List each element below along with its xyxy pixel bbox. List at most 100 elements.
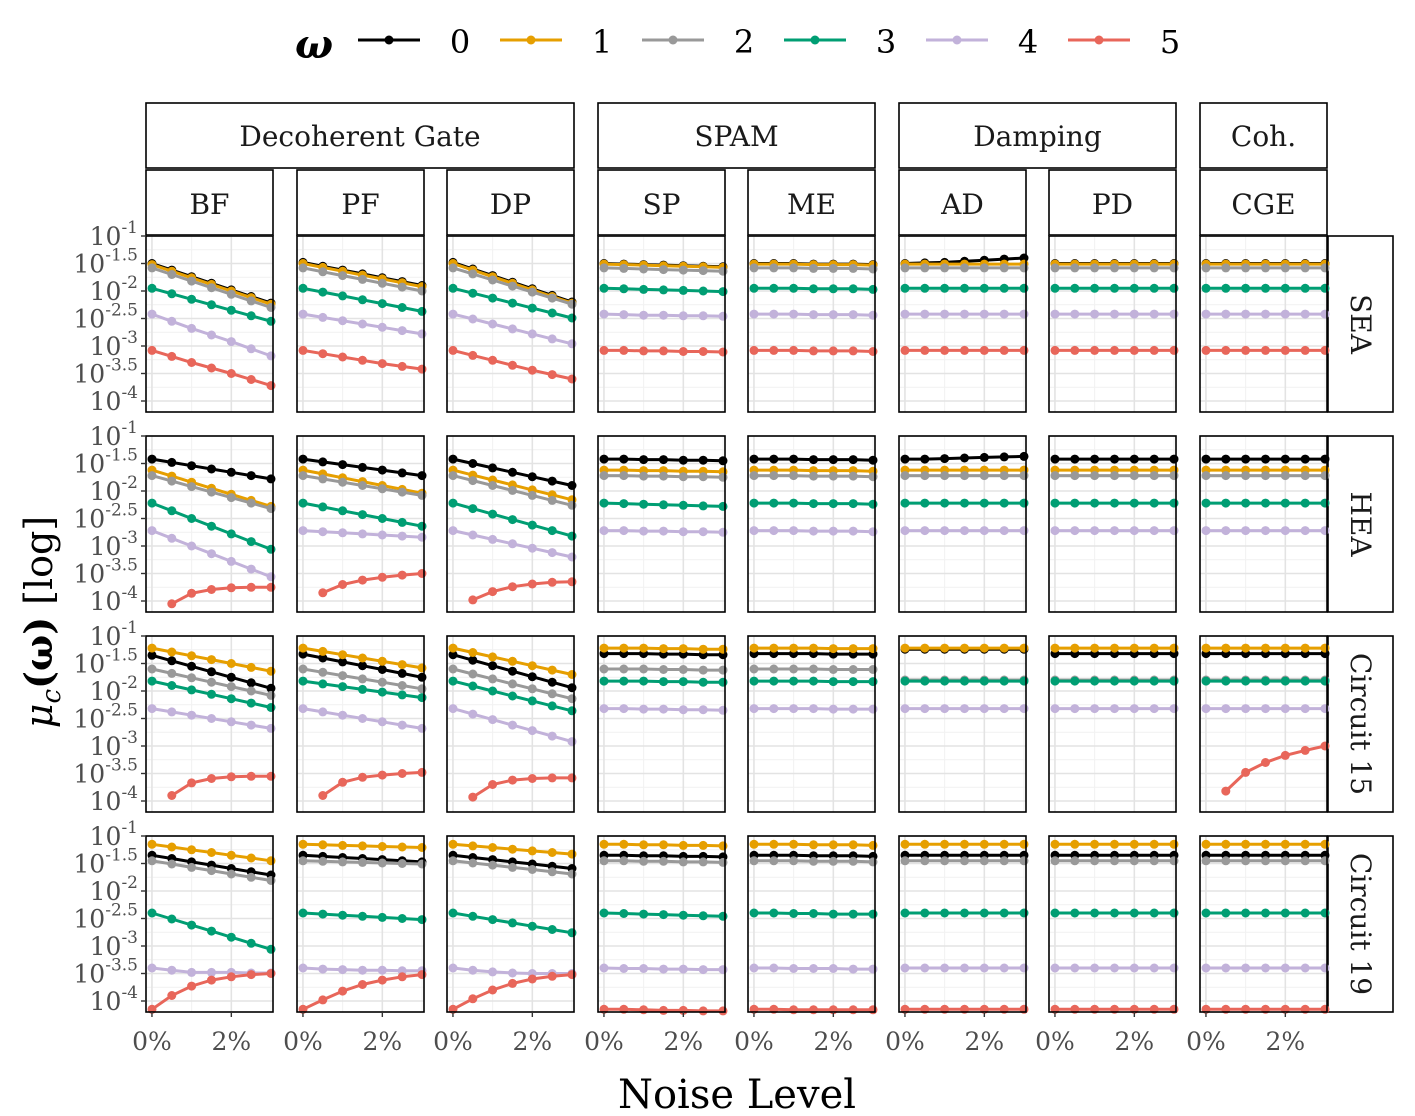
data-point-omega-4	[1241, 704, 1251, 714]
data-point-omega-4	[828, 704, 838, 714]
data-point-omega-3	[1169, 283, 1179, 293]
data-point-omega-2	[1320, 471, 1330, 481]
legend-swatch-point-1	[526, 35, 536, 45]
data-point-omega-2	[377, 278, 387, 288]
data-point-omega-5	[226, 369, 236, 378]
data-point-omega-4	[567, 339, 577, 349]
data-point-omega-5	[207, 363, 216, 373]
data-point-omega-2	[900, 263, 910, 273]
data-point-omega-4	[698, 965, 708, 975]
data-point-omega-4	[1129, 526, 1139, 536]
data-point-omega-2	[940, 856, 950, 866]
data-point-omega-1	[187, 845, 197, 855]
data-point-omega-0	[266, 474, 276, 484]
data-point-omega-1	[318, 646, 328, 656]
data-point-omega-1	[920, 839, 930, 849]
data-point-omega-1	[1300, 839, 1310, 849]
data-point-omega-5	[468, 595, 478, 605]
column-strip-dp: DP	[446, 169, 575, 236]
data-point-omega-3	[718, 501, 728, 511]
data-point-omega-3	[318, 502, 328, 512]
series-omega-4	[749, 704, 878, 714]
row-strip-box	[1327, 435, 1394, 613]
data-point-omega-5	[167, 791, 177, 800]
data-point-omega-1	[298, 643, 308, 653]
data-point-omega-2	[599, 263, 609, 273]
row-strip-circuit-15: Circuit 15	[1327, 635, 1394, 813]
data-point-omega-4	[318, 527, 328, 537]
data-point-omega-1	[920, 643, 930, 653]
data-point-omega-2	[940, 471, 950, 481]
data-point-omega-3	[567, 928, 577, 938]
data-point-omega-4	[1320, 704, 1330, 714]
data-point-omega-2	[659, 665, 668, 674]
data-point-omega-5	[567, 970, 577, 980]
data-point-omega-2	[488, 275, 498, 285]
x-tick-label: 2%	[1265, 1027, 1305, 1056]
data-point-omega-3	[226, 932, 236, 942]
data-point-omega-4	[1261, 704, 1270, 714]
data-point-omega-5	[417, 970, 427, 980]
data-point-omega-5	[488, 587, 498, 597]
data-point-omega-5	[527, 365, 537, 375]
data-point-omega-1	[1221, 643, 1231, 653]
data-point-omega-2	[1019, 856, 1029, 866]
data-point-omega-3	[246, 311, 256, 321]
data-point-omega-4	[527, 329, 537, 339]
data-point-omega-2	[749, 664, 759, 674]
y-tick-exponent: -2.5	[105, 901, 138, 921]
data-point-omega-3	[599, 283, 609, 293]
data-point-omega-3	[809, 284, 818, 294]
data-point-omega-3	[1221, 283, 1231, 293]
series-omega-0	[1201, 454, 1330, 464]
data-point-omega-5	[318, 349, 328, 359]
data-point-omega-4	[1129, 309, 1139, 319]
series-omega-3	[1201, 283, 1330, 293]
legend-swatch-point-0	[384, 35, 394, 45]
data-point-omega-4	[377, 717, 387, 727]
data-point-omega-1	[1300, 643, 1310, 653]
data-point-omega-0	[1320, 454, 1330, 464]
data-point-omega-0	[358, 661, 367, 671]
data-point-omega-2	[868, 264, 878, 274]
series-omega-2	[599, 471, 728, 482]
data-point-omega-1	[377, 656, 387, 666]
y-axis-title-argument: (ω)	[16, 617, 61, 689]
series-omega-1	[448, 643, 577, 679]
data-point-omega-4	[207, 330, 216, 340]
data-point-omega-4	[1280, 309, 1290, 319]
data-point-omega-4	[508, 720, 517, 730]
data-point-omega-0	[338, 657, 348, 667]
data-point-omega-1	[147, 643, 157, 653]
data-point-omega-0	[508, 666, 517, 676]
data-point-omega-4	[1280, 704, 1290, 714]
data-point-omega-3	[639, 284, 649, 294]
data-point-omega-2	[619, 471, 629, 481]
data-point-omega-5	[417, 569, 427, 578]
data-point-omega-2	[1201, 263, 1211, 273]
data-point-omega-1	[147, 839, 157, 849]
y-tick-exponent: -1.5	[105, 846, 138, 866]
data-point-omega-1	[246, 853, 256, 863]
data-point-omega-5	[187, 778, 197, 788]
data-point-omega-4	[979, 963, 989, 973]
data-point-omega-3	[1090, 498, 1100, 508]
column-strip-box	[1199, 169, 1328, 236]
data-point-omega-5	[619, 345, 629, 355]
y-tick-exponent: -1	[121, 218, 138, 238]
data-point-omega-3	[1300, 676, 1310, 686]
data-point-omega-0	[377, 465, 387, 475]
data-point-omega-3	[397, 914, 407, 923]
data-point-omega-2	[207, 487, 216, 497]
series-omega-5	[1201, 345, 1330, 355]
data-point-omega-4	[1149, 526, 1159, 536]
data-point-omega-2	[488, 674, 498, 684]
data-point-omega-0	[488, 463, 498, 473]
data-point-omega-1	[979, 643, 989, 653]
data-point-omega-2	[599, 664, 609, 674]
series-omega-2	[900, 856, 1029, 866]
data-point-omega-4	[448, 963, 458, 973]
data-point-omega-5	[1221, 345, 1231, 355]
data-point-omega-1	[828, 840, 838, 850]
series-omega-3	[599, 676, 728, 687]
